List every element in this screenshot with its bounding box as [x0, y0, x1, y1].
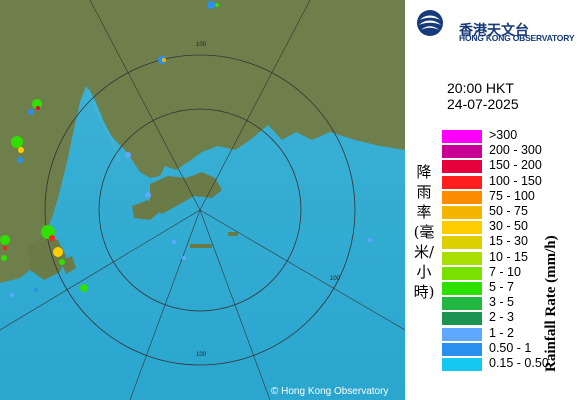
legend-label: 7 - 10: [489, 264, 521, 279]
legend-label: 0.15 - 0.50: [489, 356, 549, 370]
legend-swatch: [442, 251, 482, 265]
radar-map: 100 100 100: [0, 0, 405, 400]
hko-logo: 香港天文台 HONG KONG OBSERVATORY: [415, 8, 575, 43]
legend-label: 50 - 75: [489, 204, 528, 218]
legend-swatch: [442, 145, 482, 159]
logo-name-en: HONG KONG OBSERVATORY: [459, 33, 575, 43]
legend-swatch: [442, 236, 482, 250]
island: [190, 244, 212, 248]
lantau-land: [132, 200, 162, 220]
range-label-east: 100: [330, 276, 341, 282]
radial-lines: [0, 0, 405, 400]
legend-label: 0.50 - 1: [489, 340, 532, 355]
legend-swatch: [442, 221, 482, 235]
legend-label: 1 - 2: [489, 325, 515, 340]
legend-title-cn: 降雨率(毫米/小時): [413, 163, 435, 301]
legend-swatch: [442, 130, 482, 143]
legend-label: 5 - 7: [489, 280, 515, 294]
legend-label: 10 - 15: [489, 249, 528, 264]
legend-panel: 香港天文台 HONG KONG OBSERVATORY 20:00 HKT 24…: [405, 0, 577, 400]
range-ring-outer: [44, 54, 356, 366]
legend-swatch: [442, 266, 482, 280]
legend-label: 75 - 100: [489, 188, 535, 203]
legend-swatch: [442, 358, 482, 371]
legend-swatch: [442, 206, 482, 219]
legend-title-en: Rainfall Rate (mm/h): [543, 235, 559, 372]
island: [228, 232, 238, 236]
copyright-text: © Hong Kong Observatory: [271, 386, 388, 397]
legend-label: 100 - 150: [489, 173, 542, 188]
logo-name-cn: 香港天文台: [459, 23, 529, 39]
legend-label: 200 - 300: [489, 143, 542, 158]
legend-label: 30 - 50: [489, 219, 528, 234]
legend-swatch: [442, 342, 482, 356]
rain-echoes: [0, 1, 372, 297]
range-ring-inner: [98, 108, 302, 312]
legend-swatch: [442, 297, 482, 311]
legend-label: 150 - 200: [489, 158, 542, 173]
hko-emblem-icon: [417, 10, 443, 36]
legend-label: 15 - 30: [489, 234, 528, 249]
legend-swatch: [442, 327, 482, 341]
legend-label: >300: [489, 128, 518, 142]
radar-time: 20:00 HKT: [447, 80, 514, 96]
legend-swatch: [442, 312, 482, 326]
range-label-south: 100: [196, 352, 207, 358]
legend-label: 2 - 3: [489, 310, 515, 325]
legend-swatch: [442, 160, 482, 174]
legend-label: 3 - 5: [489, 295, 515, 310]
range-label-north: 100: [196, 42, 207, 48]
mainland-land: [0, 0, 405, 283]
legend-swatch: [442, 175, 482, 189]
river-channel: [86, 89, 122, 163]
radar-date: 24-07-2025: [447, 96, 519, 112]
legend-swatch: [442, 190, 482, 204]
hk-island-land: [150, 172, 222, 214]
legend-swatch: [442, 282, 482, 295]
